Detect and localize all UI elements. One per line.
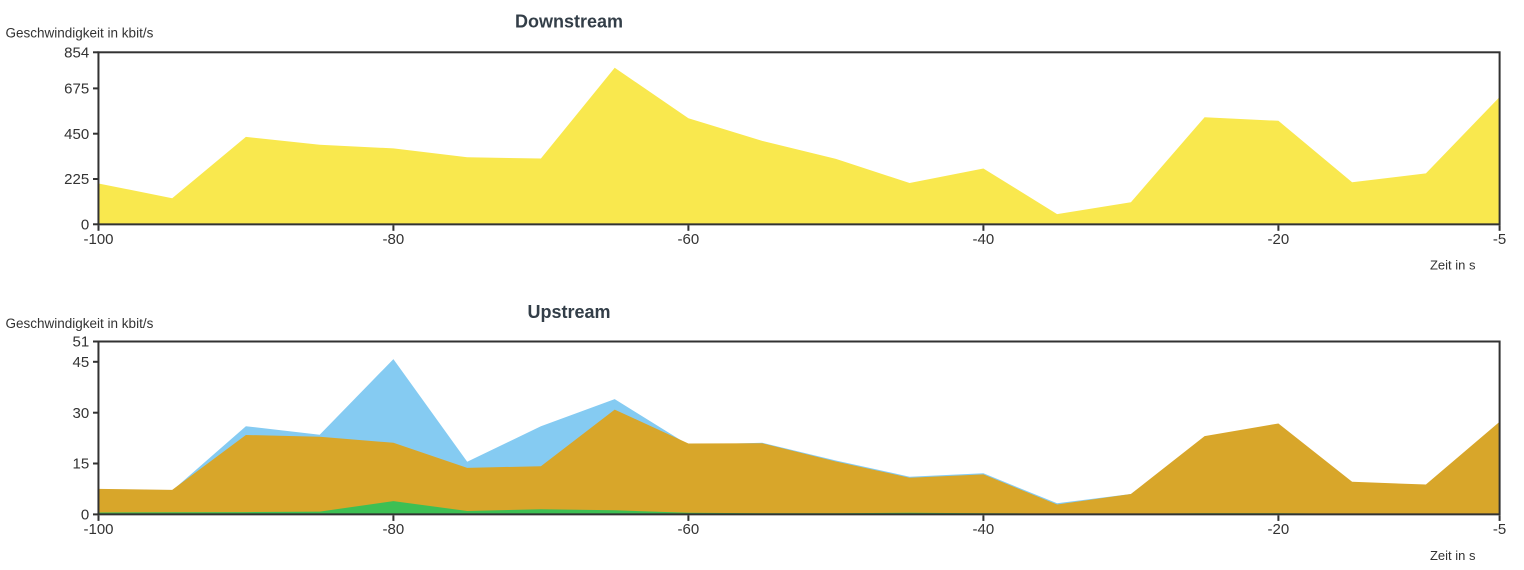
- svg-text:-5: -5: [1493, 521, 1506, 538]
- svg-text:Geschwindigkeit in kbit/s: Geschwindigkeit in kbit/s: [6, 316, 154, 331]
- svg-text:225: 225: [64, 171, 89, 188]
- svg-text:-60: -60: [678, 521, 700, 538]
- svg-text:0: 0: [81, 217, 89, 234]
- svg-text:-20: -20: [1268, 521, 1290, 538]
- svg-text:-20: -20: [1268, 231, 1290, 248]
- svg-text:450: 450: [64, 126, 89, 143]
- svg-text:Geschwindigkeit in kbit/s: Geschwindigkeit in kbit/s: [6, 26, 154, 41]
- svg-text:0: 0: [81, 507, 89, 524]
- svg-text:675: 675: [64, 81, 89, 98]
- svg-text:51: 51: [73, 334, 90, 351]
- svg-text:15: 15: [73, 456, 90, 473]
- svg-text:-40: -40: [973, 231, 995, 248]
- svg-text:-40: -40: [973, 521, 995, 538]
- svg-text:-80: -80: [383, 521, 405, 538]
- svg-text:-100: -100: [83, 521, 113, 538]
- svg-text:-5: -5: [1493, 231, 1506, 248]
- svg-text:30: 30: [73, 405, 90, 422]
- svg-text:-60: -60: [678, 231, 700, 248]
- svg-text:45: 45: [73, 354, 90, 371]
- svg-text:Upstream: Upstream: [527, 302, 610, 322]
- svg-text:Zeit in s: Zeit in s: [1430, 548, 1476, 563]
- svg-text:854: 854: [64, 45, 89, 62]
- svg-text:-100: -100: [83, 231, 113, 248]
- svg-text:Zeit in s: Zeit in s: [1430, 258, 1476, 273]
- svg-text:-80: -80: [383, 231, 405, 248]
- svg-text:Downstream: Downstream: [515, 12, 623, 32]
